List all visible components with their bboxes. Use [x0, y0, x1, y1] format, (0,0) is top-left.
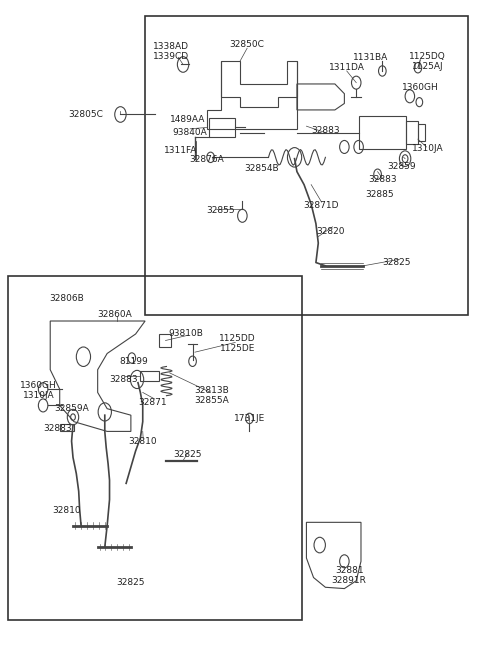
Text: 32883: 32883 — [311, 126, 340, 135]
Text: 32885: 32885 — [366, 190, 394, 199]
Text: 32883: 32883 — [43, 424, 72, 433]
Text: 32810: 32810 — [52, 506, 81, 515]
Bar — [209, 118, 235, 137]
Text: 32881
32891R: 32881 32891R — [332, 566, 367, 586]
Text: 32825: 32825 — [174, 449, 202, 458]
Bar — [60, 424, 74, 432]
Text: 81199: 81199 — [119, 358, 148, 366]
Text: 32854B: 32854B — [244, 164, 279, 173]
Text: 32805C: 32805C — [68, 110, 103, 119]
Text: 1125DQ
1125AJ: 1125DQ 1125AJ — [409, 52, 446, 71]
Text: 32825: 32825 — [117, 578, 145, 587]
Bar — [359, 117, 406, 149]
Bar — [406, 121, 418, 144]
Text: 1125DD
1125DE: 1125DD 1125DE — [219, 334, 256, 354]
Text: 32820: 32820 — [316, 227, 344, 236]
Text: 1311FA: 1311FA — [164, 145, 197, 155]
Text: 1360GH
1310JA: 1360GH 1310JA — [20, 381, 57, 400]
Text: 32859: 32859 — [387, 162, 416, 171]
Text: 93810B: 93810B — [168, 329, 203, 339]
Text: 1360GH: 1360GH — [402, 83, 439, 92]
Text: 32871D: 32871D — [303, 201, 338, 210]
Text: 32806B: 32806B — [49, 294, 84, 303]
Text: 32850C: 32850C — [229, 41, 264, 50]
Text: 1731JE: 1731JE — [234, 414, 265, 423]
Bar — [145, 16, 468, 314]
Text: 32855: 32855 — [207, 206, 235, 215]
Bar — [140, 371, 159, 381]
Text: 32871: 32871 — [138, 398, 167, 407]
Text: 1311DA: 1311DA — [329, 64, 365, 72]
Text: 32876A: 32876A — [190, 155, 224, 164]
Text: 32860A: 32860A — [97, 310, 132, 319]
Bar — [159, 334, 171, 347]
Text: 1310JA: 1310JA — [411, 144, 443, 153]
Text: 32883: 32883 — [109, 375, 138, 384]
Text: 32859A: 32859A — [54, 404, 89, 413]
Text: 32810: 32810 — [129, 437, 157, 445]
Bar — [8, 276, 301, 620]
Text: 32813B
32855A: 32813B 32855A — [194, 386, 229, 405]
Text: 1338AD
1339CD: 1338AD 1339CD — [153, 42, 189, 61]
Text: 32825: 32825 — [382, 258, 411, 267]
Text: 93840A: 93840A — [173, 128, 207, 137]
Text: 1131BA: 1131BA — [353, 54, 388, 62]
Text: 32883: 32883 — [368, 175, 396, 184]
Text: 1489AA: 1489AA — [170, 115, 205, 124]
Bar — [418, 124, 425, 141]
